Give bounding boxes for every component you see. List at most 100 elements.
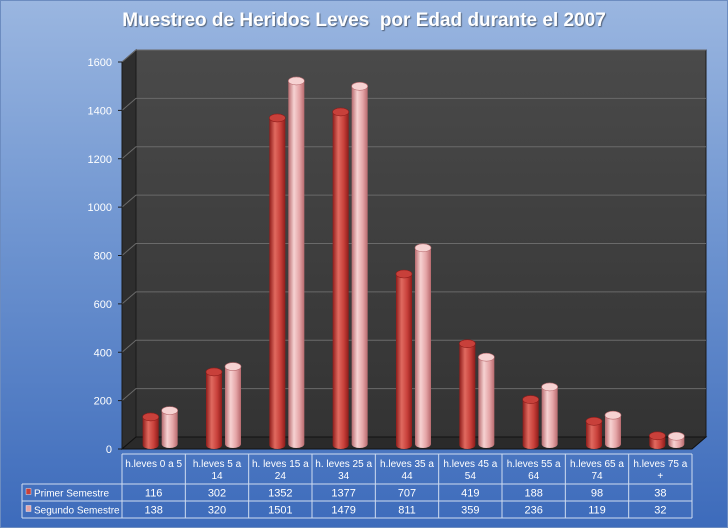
table-cell: 98: [591, 488, 603, 500]
bar-body: [459, 343, 476, 449]
bar-body: [206, 371, 222, 449]
bar-body: [605, 415, 621, 448]
table-cell: 138: [144, 505, 162, 517]
bar-body: [586, 421, 602, 449]
bar-cap: [649, 431, 666, 441]
bar-body: [478, 357, 495, 448]
category-label: h. leves 25 a: [315, 459, 372, 470]
bar-body: [522, 399, 539, 449]
category-label: 54: [465, 471, 477, 482]
bar-body: [351, 86, 368, 448]
bar-cap: [205, 367, 223, 377]
gridline: [121, 146, 706, 160]
bar-body: [396, 273, 412, 449]
bar-cap: [478, 352, 495, 362]
bar-primer-semestre: [585, 416, 603, 449]
bar-segundo-semestre: [478, 352, 495, 448]
series-name: Segundo Semestre: [34, 506, 120, 517]
bar-primer-semestre: [649, 431, 666, 449]
table-cell: 359: [461, 505, 479, 517]
bar-segundo-semestre: [224, 362, 242, 448]
y-tick-label: 1400: [88, 105, 112, 117]
y-tick-label: 1000: [88, 202, 112, 214]
gridline: [121, 49, 706, 63]
bar-body: [332, 111, 349, 450]
bar-cap: [585, 416, 603, 426]
table-cell: 119: [588, 505, 606, 517]
bar-cap: [161, 406, 178, 415]
y-tick-label: 1600: [88, 57, 112, 69]
table-cell: 1501: [268, 505, 292, 517]
category-label: h.leves 0 a 5: [125, 459, 182, 470]
gridline: [121, 243, 706, 256]
gridline: [121, 194, 706, 208]
bar-body: [142, 416, 159, 449]
bar-body: [225, 366, 241, 448]
y-tick-label: 1200: [88, 154, 112, 166]
gridline: [121, 97, 706, 111]
bar-primer-semestre: [332, 107, 349, 450]
bar-segundo-semestre: [541, 382, 558, 448]
bar-cap: [522, 395, 539, 404]
bar-cap: [541, 382, 558, 392]
bar-primer-semestre: [142, 412, 159, 449]
bar-segundo-semestre: [668, 431, 685, 448]
bar-body: [161, 410, 178, 448]
series-name: Primer Semestre: [34, 489, 109, 500]
legend-key: [25, 488, 32, 495]
bar-body: [288, 80, 305, 449]
category-label: 64: [528, 471, 540, 482]
bar-segundo-semestre: [604, 410, 622, 448]
y-tick-label: 600: [94, 299, 112, 311]
y-tick-label: 800: [94, 251, 112, 263]
gridline: [121, 388, 706, 402]
bar-cap: [288, 76, 305, 86]
table-cell: 1377: [331, 488, 355, 500]
table-cell: 38: [654, 488, 666, 500]
table-cell: 707: [398, 488, 416, 500]
category-label: h.leves 35 a: [380, 459, 434, 470]
legend-key: [25, 505, 32, 512]
table-cell: 188: [524, 488, 542, 500]
bar-cap: [351, 81, 368, 91]
category-label: h.leves 65 a: [570, 459, 624, 470]
bar-cap: [414, 243, 432, 253]
table-cell: 32: [654, 505, 666, 517]
y-tick-label: 0: [106, 444, 112, 456]
category-label: h.leves 5 a: [193, 459, 242, 470]
table-cell: 116: [145, 488, 163, 500]
gridline: [121, 339, 706, 353]
bar-body: [415, 247, 431, 448]
bar-body: [541, 386, 558, 448]
category-label: h.leves 55 a: [507, 459, 561, 470]
category-label: h.leves 45 a: [443, 459, 497, 470]
bar-cap: [332, 107, 349, 117]
bar-cap: [395, 269, 413, 279]
bar-cap: [224, 362, 242, 371]
category-label: 14: [211, 471, 223, 482]
bar-segundo-semestre: [351, 81, 368, 448]
bar-primer-semestre: [205, 367, 223, 449]
bar-cap: [459, 339, 476, 348]
chart-title: Muestreo de Heridos Leves por Edad duran…: [122, 10, 606, 31]
y-tick-label: 400: [94, 347, 112, 359]
table-cell: 419: [461, 488, 479, 500]
table-cell: 811: [398, 505, 416, 517]
category-label: +: [657, 471, 663, 482]
table-cell: 302: [208, 488, 226, 500]
category-label: 24: [275, 471, 287, 482]
category-label: 74: [591, 471, 603, 482]
category-label: h. leves 15 a: [252, 459, 309, 470]
category-label: 44: [401, 471, 413, 482]
table-cell: 236: [524, 505, 542, 517]
bar-segundo-semestre: [288, 76, 305, 449]
floor: [120, 436, 708, 450]
bar-primer-semestre: [395, 269, 413, 449]
table-cell: 320: [208, 505, 226, 517]
bar-cap: [668, 431, 685, 441]
bar-primer-semestre: [269, 113, 286, 450]
bar-cap: [604, 410, 622, 420]
table-cell: 1479: [331, 505, 355, 517]
bar-body: [269, 117, 286, 450]
